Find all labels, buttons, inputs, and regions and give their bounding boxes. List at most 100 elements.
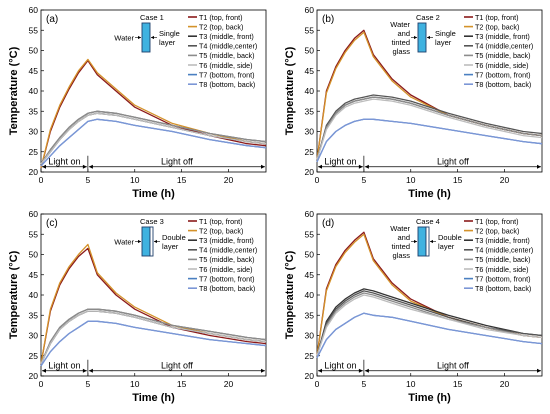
inset-case-label: Case 2 — [416, 13, 440, 22]
panel-label: (d) — [322, 218, 334, 229]
legend-entry: T2 (top, back) — [475, 226, 519, 235]
y-tick-label: 50 — [29, 46, 39, 56]
x-tick-label: 20 — [224, 379, 234, 389]
y-tick-label: 35 — [305, 106, 315, 116]
arrow-head — [358, 164, 363, 169]
legend-entry: T4 (middle,center) — [199, 246, 257, 255]
x-tick-label: 5 — [86, 379, 91, 389]
legend: T1 (top, front)T2 (top, back)T3 (middle,… — [464, 13, 533, 89]
series-line — [40, 110, 267, 165]
x-axis-title: Time (h) — [408, 392, 451, 404]
series-line — [316, 288, 543, 356]
plot-area — [40, 213, 267, 377]
inset-layer — [141, 22, 151, 53]
inset-right-text: Double — [162, 233, 186, 242]
light-off-label: Light off — [437, 157, 469, 167]
legend-entry: T6 (middle, side) — [199, 61, 253, 70]
arrow-head — [42, 164, 46, 169]
y-tick-label: 60 — [305, 209, 315, 219]
arrow-head — [42, 368, 46, 373]
y-tick-label: 20 — [29, 167, 39, 177]
y-tick-label: 50 — [305, 46, 315, 56]
legend-entry: T1 (top, front) — [199, 217, 243, 226]
inset-left-text: and — [397, 29, 410, 38]
inset-left-text: tinted — [392, 242, 410, 251]
x-tick-label: 15 — [453, 175, 463, 185]
y-tick-label: 30 — [305, 331, 315, 341]
inset-right-text: layer — [435, 38, 452, 47]
y-tick-label: 30 — [29, 331, 39, 341]
inset-left-text: Water — [390, 20, 410, 29]
legend-entry: T5 (middle, back) — [475, 255, 531, 264]
y-tick-label: 30 — [305, 127, 315, 137]
panel-c: 20 25 30 35 40 45 50 55 60 0 5 10 15 20 Time (h) Temper… — [8, 209, 267, 404]
legend-entry: T2 (top, back) — [199, 226, 243, 235]
inset-layer — [417, 226, 427, 257]
arrow-head — [414, 35, 417, 40]
arrow-head — [427, 35, 430, 40]
legend-entry: T5 (middle, back) — [475, 51, 531, 60]
y-tick-label: 45 — [29, 66, 39, 76]
series-line — [40, 320, 267, 367]
arrow-head — [364, 368, 369, 373]
legend-entry: T6 (middle, side) — [199, 265, 253, 274]
series-line — [40, 308, 267, 365]
arrow-head — [138, 35, 141, 40]
x-tick-label: 10 — [130, 379, 140, 389]
series-line — [316, 96, 543, 160]
legend-entry: T3 (middle, front) — [475, 236, 530, 245]
y-tick-label: 35 — [29, 106, 39, 116]
legend-entry: T1 (top, front) — [199, 13, 243, 22]
y-tick-label: 60 — [29, 209, 39, 219]
y-tick-label: 45 — [29, 270, 39, 280]
legend-entry: T3 (middle, front) — [199, 32, 254, 41]
light-on-label: Light on — [48, 361, 80, 371]
legend-entry: T4 (middle,center) — [475, 42, 533, 51]
legend-entry: T5 (middle, back) — [199, 51, 255, 60]
x-tick-label: 15 — [453, 379, 463, 389]
y-tick-label: 55 — [29, 25, 39, 35]
legend-entry: T8 (bottom, back) — [475, 284, 531, 293]
legend-entry: T1 (top, front) — [475, 13, 519, 22]
x-axis-title: Time (h) — [408, 188, 451, 200]
y-tick-label: 50 — [305, 250, 315, 260]
y-tick-label: 35 — [29, 310, 39, 320]
y-axis-title: Temperature (°C) — [284, 250, 296, 339]
inset-right-text: Single — [159, 29, 180, 38]
inset-right-text: Single — [435, 29, 456, 38]
x-tick-label: 10 — [406, 379, 416, 389]
x-tick-label: 5 — [86, 175, 91, 185]
y-tick-label: 25 — [29, 147, 39, 157]
x-tick-label: 10 — [406, 175, 416, 185]
inset-layer — [149, 226, 154, 257]
series-line — [40, 112, 267, 165]
arrow-head — [430, 239, 433, 244]
legend-entry: T8 (bottom, back) — [475, 80, 531, 89]
legend-entry: T4 (middle,center) — [199, 42, 257, 51]
arrow-head — [537, 368, 541, 373]
y-axis-title: Temperature (°C) — [8, 250, 20, 339]
x-tick-label: 15 — [177, 175, 187, 185]
inset-left-text: Water — [114, 238, 134, 247]
legend-entry: T3 (middle, front) — [475, 32, 530, 41]
x-tick-label: 0 — [315, 175, 320, 185]
legend: T1 (top, front)T2 (top, back)T3 (middle,… — [464, 217, 533, 293]
y-tick-label: 40 — [305, 86, 315, 96]
y-tick-label: 45 — [305, 66, 315, 76]
arrow-head — [537, 164, 541, 169]
x-tick-label: 0 — [39, 175, 44, 185]
series-line — [316, 118, 543, 163]
series-line — [316, 292, 543, 356]
arrow-head — [261, 368, 265, 373]
series-line — [40, 118, 267, 167]
light-off-label: Light off — [437, 361, 469, 371]
x-tick-label: 5 — [362, 175, 367, 185]
y-tick-label: 40 — [305, 290, 315, 300]
inset-layer — [417, 22, 427, 53]
x-tick-label: 10 — [130, 175, 140, 185]
y-tick-label: 25 — [305, 351, 315, 361]
